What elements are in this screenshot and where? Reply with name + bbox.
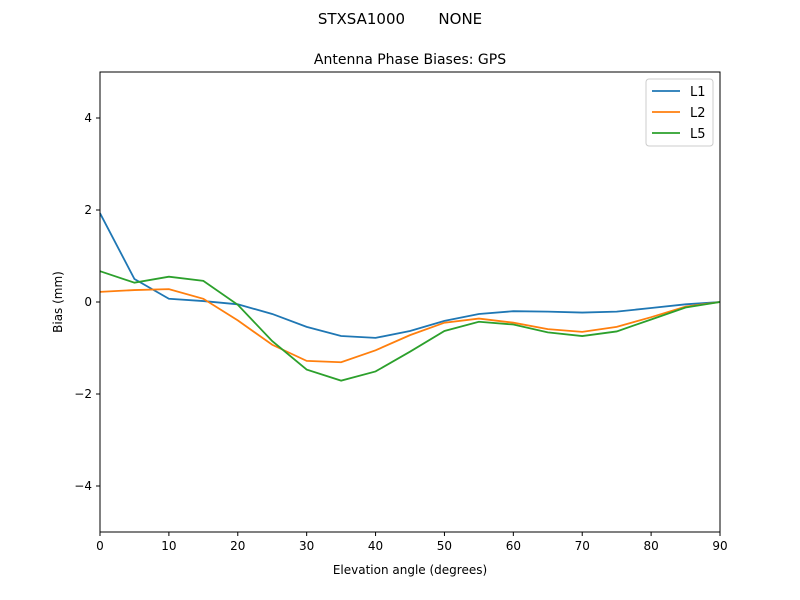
x-tick-label: 60: [506, 539, 521, 553]
plot-frame: [99, 71, 721, 533]
y-tick-label: 4: [84, 111, 92, 125]
legend-label-L2: L2: [690, 106, 706, 121]
suptitle: STXSA1000 NONE: [318, 10, 482, 28]
y-tick-label: 2: [84, 203, 92, 217]
x-tick-label: 0: [96, 539, 104, 553]
series-line-L5: [99, 270, 721, 382]
x-tick-label: 20: [230, 539, 245, 553]
x-tick-label: 10: [161, 539, 176, 553]
x-tick-label: 40: [368, 539, 383, 553]
x-tick-label: 80: [643, 539, 658, 553]
series-line-L2: [99, 288, 721, 364]
legend-label-L1: L1: [690, 85, 706, 100]
x-tick-label: 30: [299, 539, 314, 553]
y-tick-label: 0: [84, 295, 92, 309]
x-tick-label: 50: [437, 539, 452, 553]
series-line-L1: [99, 212, 721, 339]
x-axis-label: Elevation angle (degrees): [333, 563, 487, 577]
y-tick-label: −2: [74, 387, 92, 401]
chart-title: Antenna Phase Biases: GPS: [314, 52, 506, 68]
x-tick-label: 70: [575, 539, 590, 553]
x-tick-label: 90: [712, 539, 727, 553]
y-tick-label: −4: [74, 479, 92, 493]
legend-label-L5: L5: [690, 127, 706, 142]
y-axis-label: Bias (mm): [51, 271, 65, 333]
